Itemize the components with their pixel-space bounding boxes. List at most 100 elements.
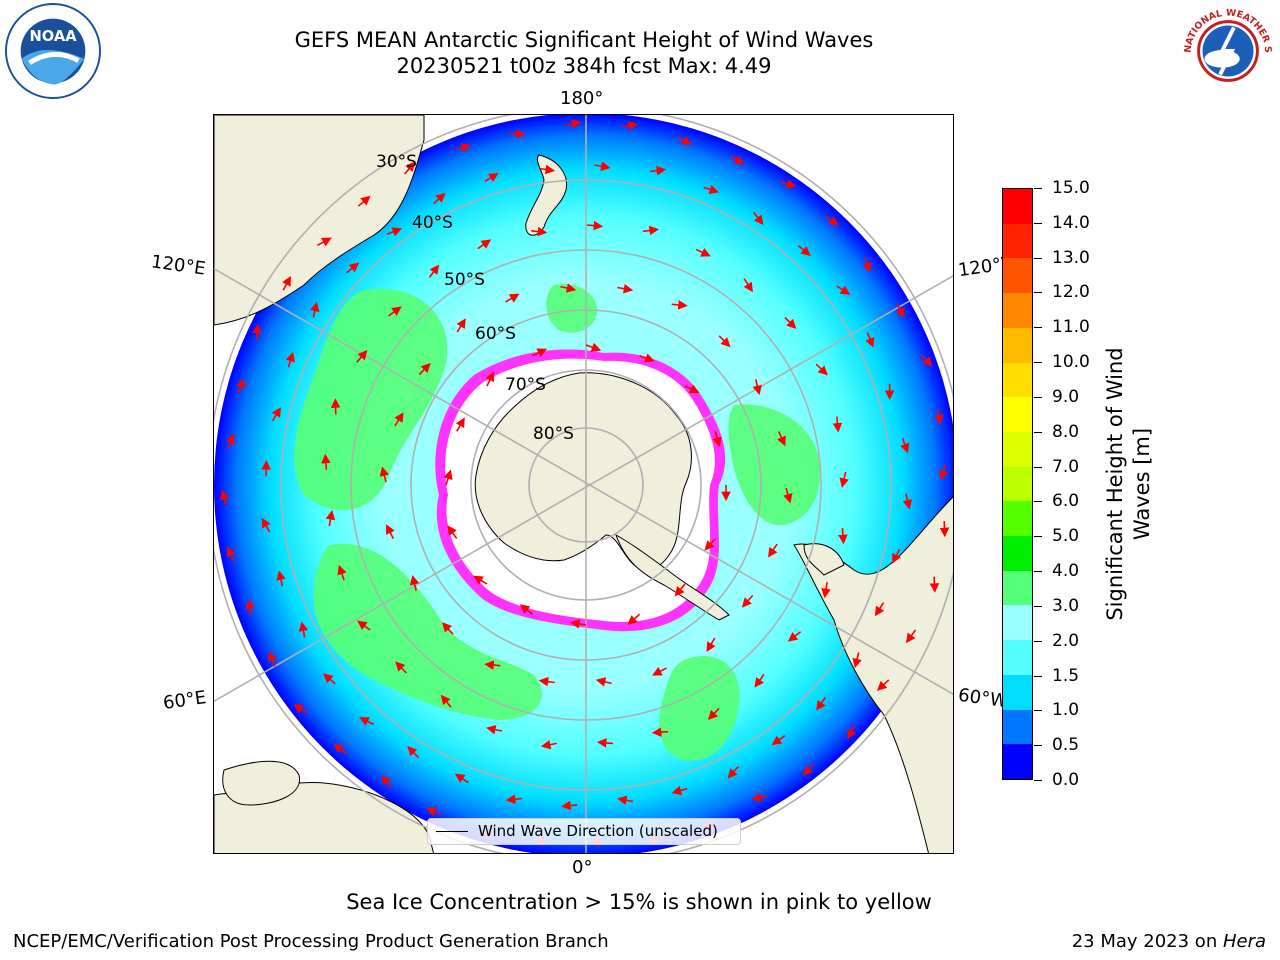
wave-direction-arrow — [561, 800, 578, 811]
colorbar-tick-mark — [1034, 640, 1042, 642]
colorbar-tick-label: 1.5 — [1052, 665, 1080, 686]
colorbar-segment — [1003, 327, 1032, 363]
wave-direction-arrow — [832, 416, 843, 433]
wave-direction-arrow — [862, 257, 872, 273]
wave-direction-arrow — [585, 342, 602, 352]
wave-direction-arrow — [783, 487, 793, 504]
wind-wave-arrows — [220, 119, 950, 848]
wave-direction-arrow — [456, 318, 466, 333]
wave-direction-arrow — [780, 179, 797, 189]
colorbar-tick-label: 14.0 — [1052, 212, 1090, 233]
wave-direction-arrow — [743, 278, 753, 293]
wave-direction-arrow — [325, 510, 336, 527]
wave-direction-arrow — [519, 604, 533, 615]
wave-direction-arrow — [892, 548, 901, 564]
noaa-logo: NOAA — [4, 2, 102, 100]
wave-direction-arrow — [847, 724, 857, 740]
colorbar-tick-mark — [1034, 257, 1042, 259]
colorbar-tick-label: 11.0 — [1052, 317, 1090, 338]
colorbar-tick-mark — [1034, 292, 1042, 294]
wave-direction-arrow — [838, 528, 848, 545]
wave-direction-arrow — [276, 570, 286, 587]
wave-direction-arrow — [531, 226, 548, 237]
wave-direction-arrow — [650, 165, 667, 176]
wave-direction-arrow — [929, 576, 940, 593]
wave-direction-arrow — [473, 575, 488, 585]
colorbar-segment — [1003, 431, 1032, 467]
colorbar-segment — [1003, 536, 1032, 571]
colorbar-tick-mark — [1034, 188, 1042, 189]
wave-direction-arrow — [876, 679, 890, 691]
wave-direction-arrow — [540, 739, 557, 750]
colorbar-segment — [1003, 258, 1032, 294]
wave-direction-arrow — [718, 335, 731, 348]
wave-direction-arrow — [333, 743, 347, 755]
lat-label-70s: 70°S — [505, 375, 546, 395]
wave-direction-arrow — [771, 735, 786, 746]
colorbar-tick-label: 12.0 — [1052, 282, 1090, 303]
wave-direction-arrow — [642, 225, 659, 236]
wave-direction-arrow — [271, 407, 281, 422]
colorbar-segment — [1003, 640, 1032, 675]
wave-direction-arrow — [428, 264, 440, 278]
wave-direction-arrow — [938, 464, 949, 481]
wave-direction-arrow — [298, 621, 309, 638]
colorbar-tick-label: 3.0 — [1052, 595, 1080, 616]
chart-title: GEFS MEAN Antarctic Significant Height o… — [294, 28, 874, 52]
wave-direction-arrow — [433, 192, 446, 205]
colorbar-tick-mark — [1034, 327, 1042, 329]
colorbar-segment — [1003, 744, 1032, 779]
wave-direction-arrow — [741, 594, 754, 608]
wave-direction-arrow — [905, 629, 917, 644]
wave-direction-arrow — [455, 143, 472, 153]
wave-direction-arrow — [816, 696, 827, 711]
colorbar-tick-label: 0.5 — [1052, 735, 1080, 756]
land-layer — [214, 115, 953, 853]
wave-direction-arrow — [651, 727, 669, 737]
wave-direction-arrow — [727, 765, 739, 779]
wave-direction-arrow — [874, 602, 885, 617]
wave-direction-arrow — [803, 763, 815, 777]
wave-direction-arrow — [706, 637, 716, 652]
colorbar — [1002, 188, 1033, 780]
wave-direction-arrow — [455, 417, 465, 432]
wave-direction-arrow — [712, 431, 722, 448]
colorbar-segment — [1003, 397, 1032, 432]
wave-direction-arrow — [268, 651, 278, 667]
antarctica-layer — [435, 349, 730, 632]
wave-direction-arrow — [730, 154, 745, 165]
wave-direction-arrow — [587, 220, 604, 231]
wave-direction-arrow — [570, 619, 587, 629]
lat-label-80s: 80°S — [533, 424, 574, 444]
wave-direction-arrow — [852, 652, 862, 669]
wave-direction-arrow — [282, 275, 291, 291]
wave-direction-arrow — [865, 332, 875, 348]
wave-direction-arrow — [939, 521, 950, 538]
footer-date-text: 23 May 2023 on — [1071, 931, 1223, 952]
wave-direction-arrow — [346, 262, 360, 274]
wave-direction-arrow — [596, 738, 614, 748]
wave-direction-arrow — [440, 694, 452, 708]
wave-direction-arrow — [787, 631, 802, 642]
land-new-zealand — [525, 154, 568, 236]
wave-direction-arrow — [245, 599, 255, 616]
colorbar-tick-mark — [1034, 431, 1042, 433]
colorbar-segment — [1003, 674, 1032, 710]
colorbar-tick-mark — [1034, 571, 1042, 573]
colorbar-segment — [1003, 189, 1032, 224]
wave-direction-arrow — [671, 300, 688, 310]
wave-direction-arrow — [404, 161, 416, 175]
wave-direction-arrow — [934, 408, 944, 425]
colorbar-tick-label: 5.0 — [1052, 526, 1080, 547]
wave-direction-arrow — [236, 378, 245, 394]
wave-direction-arrow — [261, 517, 271, 533]
wave-direction-arrow — [509, 129, 526, 139]
nws-logo: NATIONAL WEATHER SERVICE — [1178, 2, 1276, 99]
wave-direction-arrow — [684, 384, 700, 394]
wave-direction-arrow — [900, 437, 910, 454]
wave-direction-arrow — [627, 613, 641, 626]
wave-direction-arrow — [426, 807, 442, 817]
patch-south-pacific — [728, 404, 820, 526]
colorbar-segment — [1003, 570, 1032, 606]
